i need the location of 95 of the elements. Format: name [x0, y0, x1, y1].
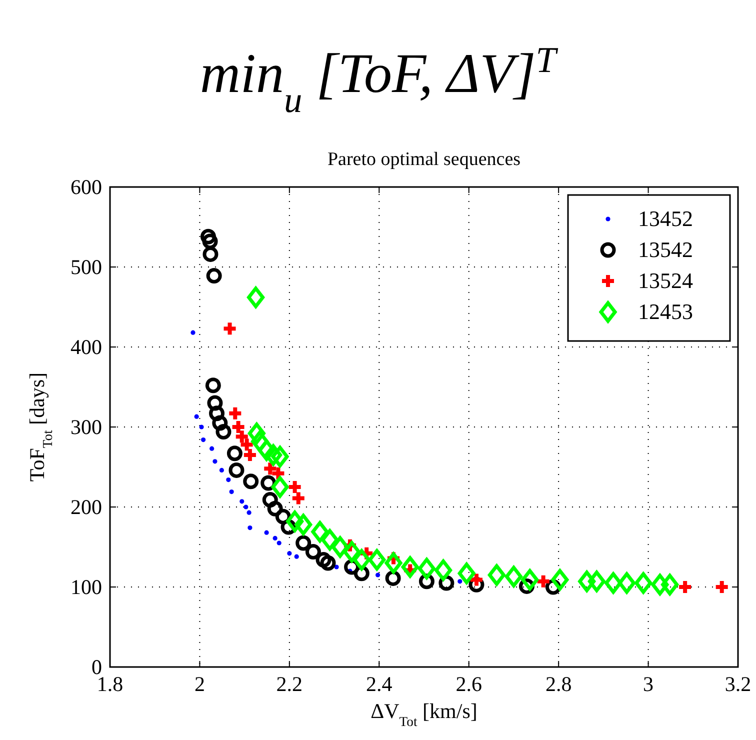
point: [305, 544, 321, 560]
x-tick-label: 2.2: [276, 672, 303, 696]
point: [190, 330, 196, 335]
point: [248, 422, 266, 444]
point: [226, 478, 231, 482]
point: [207, 395, 223, 411]
point: [578, 570, 596, 592]
point: [287, 551, 292, 556]
point: [243, 474, 259, 490]
point: [458, 562, 476, 584]
point: [267, 500, 283, 516]
point: [205, 378, 221, 394]
y-tick-label: 500: [70, 255, 102, 279]
point: [248, 526, 252, 530]
point: [604, 572, 622, 594]
point: [209, 406, 225, 422]
legend-label: 13542: [638, 237, 693, 262]
point: [219, 468, 224, 472]
point: [201, 438, 206, 442]
point: [401, 556, 419, 578]
point: [311, 521, 329, 543]
point: [661, 574, 679, 596]
point: [272, 536, 278, 540]
point: [458, 579, 462, 584]
point: [521, 569, 539, 591]
point: [228, 462, 244, 478]
y-tick-label: 200: [70, 495, 102, 519]
y-tick-label: 100: [70, 575, 102, 599]
point: [504, 566, 522, 588]
chart-subtitle: Pareto optimal sequences: [327, 149, 521, 170]
point: [194, 414, 199, 419]
point: [202, 246, 218, 262]
point: [271, 446, 289, 468]
x-tick-label: 2.4: [366, 672, 393, 696]
point: [551, 569, 569, 591]
point: [212, 459, 218, 464]
point: [199, 424, 204, 430]
point: [634, 572, 652, 594]
point: [384, 552, 402, 574]
point: [276, 540, 282, 546]
point: [210, 446, 214, 451]
point: [200, 228, 216, 244]
point: [618, 572, 636, 594]
point: [271, 476, 289, 498]
point: [343, 541, 361, 563]
x-tick-label: 3.2: [724, 672, 752, 696]
point: [226, 446, 242, 462]
legend-label: 12453: [638, 299, 693, 324]
x-tick-label: 2.6: [456, 672, 482, 696]
point: [286, 510, 304, 532]
y-tick-label: 600: [70, 175, 102, 199]
point: [651, 574, 669, 596]
point: [588, 570, 606, 592]
point: [212, 415, 228, 431]
point: [677, 579, 694, 595]
point: [468, 572, 484, 588]
point: [320, 555, 336, 571]
point: [264, 444, 282, 466]
legend-label: 13452: [638, 206, 693, 231]
point: [240, 499, 244, 504]
chart-title: min$_{u}$ [ToF, ΔV]$^{T}$: [200, 40, 559, 120]
point: [227, 405, 244, 422]
point: [316, 552, 332, 568]
point: [216, 424, 232, 440]
point: [368, 549, 386, 571]
point: [229, 490, 234, 494]
point: [262, 492, 278, 508]
point: [206, 268, 222, 284]
point: [247, 286, 265, 308]
point: [244, 504, 248, 510]
point: [375, 572, 380, 578]
point: [294, 554, 299, 559]
point: [535, 573, 552, 590]
y-tick-label: 0: [92, 655, 102, 679]
point: [334, 564, 339, 570]
point: [418, 558, 436, 580]
point: [246, 510, 252, 515]
point: [331, 536, 349, 558]
point: [714, 579, 730, 595]
point: [488, 564, 506, 586]
x-tick-label: 2.8: [545, 672, 572, 696]
y-tick-label: 400: [70, 335, 102, 359]
y-tick-label: 300: [70, 415, 102, 439]
point: [222, 320, 238, 337]
point: [434, 559, 452, 581]
point: [202, 234, 218, 250]
point: [321, 529, 339, 551]
legend-label: 13524: [638, 268, 693, 293]
point: [352, 549, 370, 571]
x-tick-label: 3: [643, 672, 654, 696]
point: [296, 535, 312, 551]
point: [264, 530, 269, 535]
point: [294, 514, 312, 536]
x-axis-title: ΔV$_{Tot}$ [km/s]: [370, 699, 478, 728]
x-tick-label: 2: [194, 672, 205, 696]
